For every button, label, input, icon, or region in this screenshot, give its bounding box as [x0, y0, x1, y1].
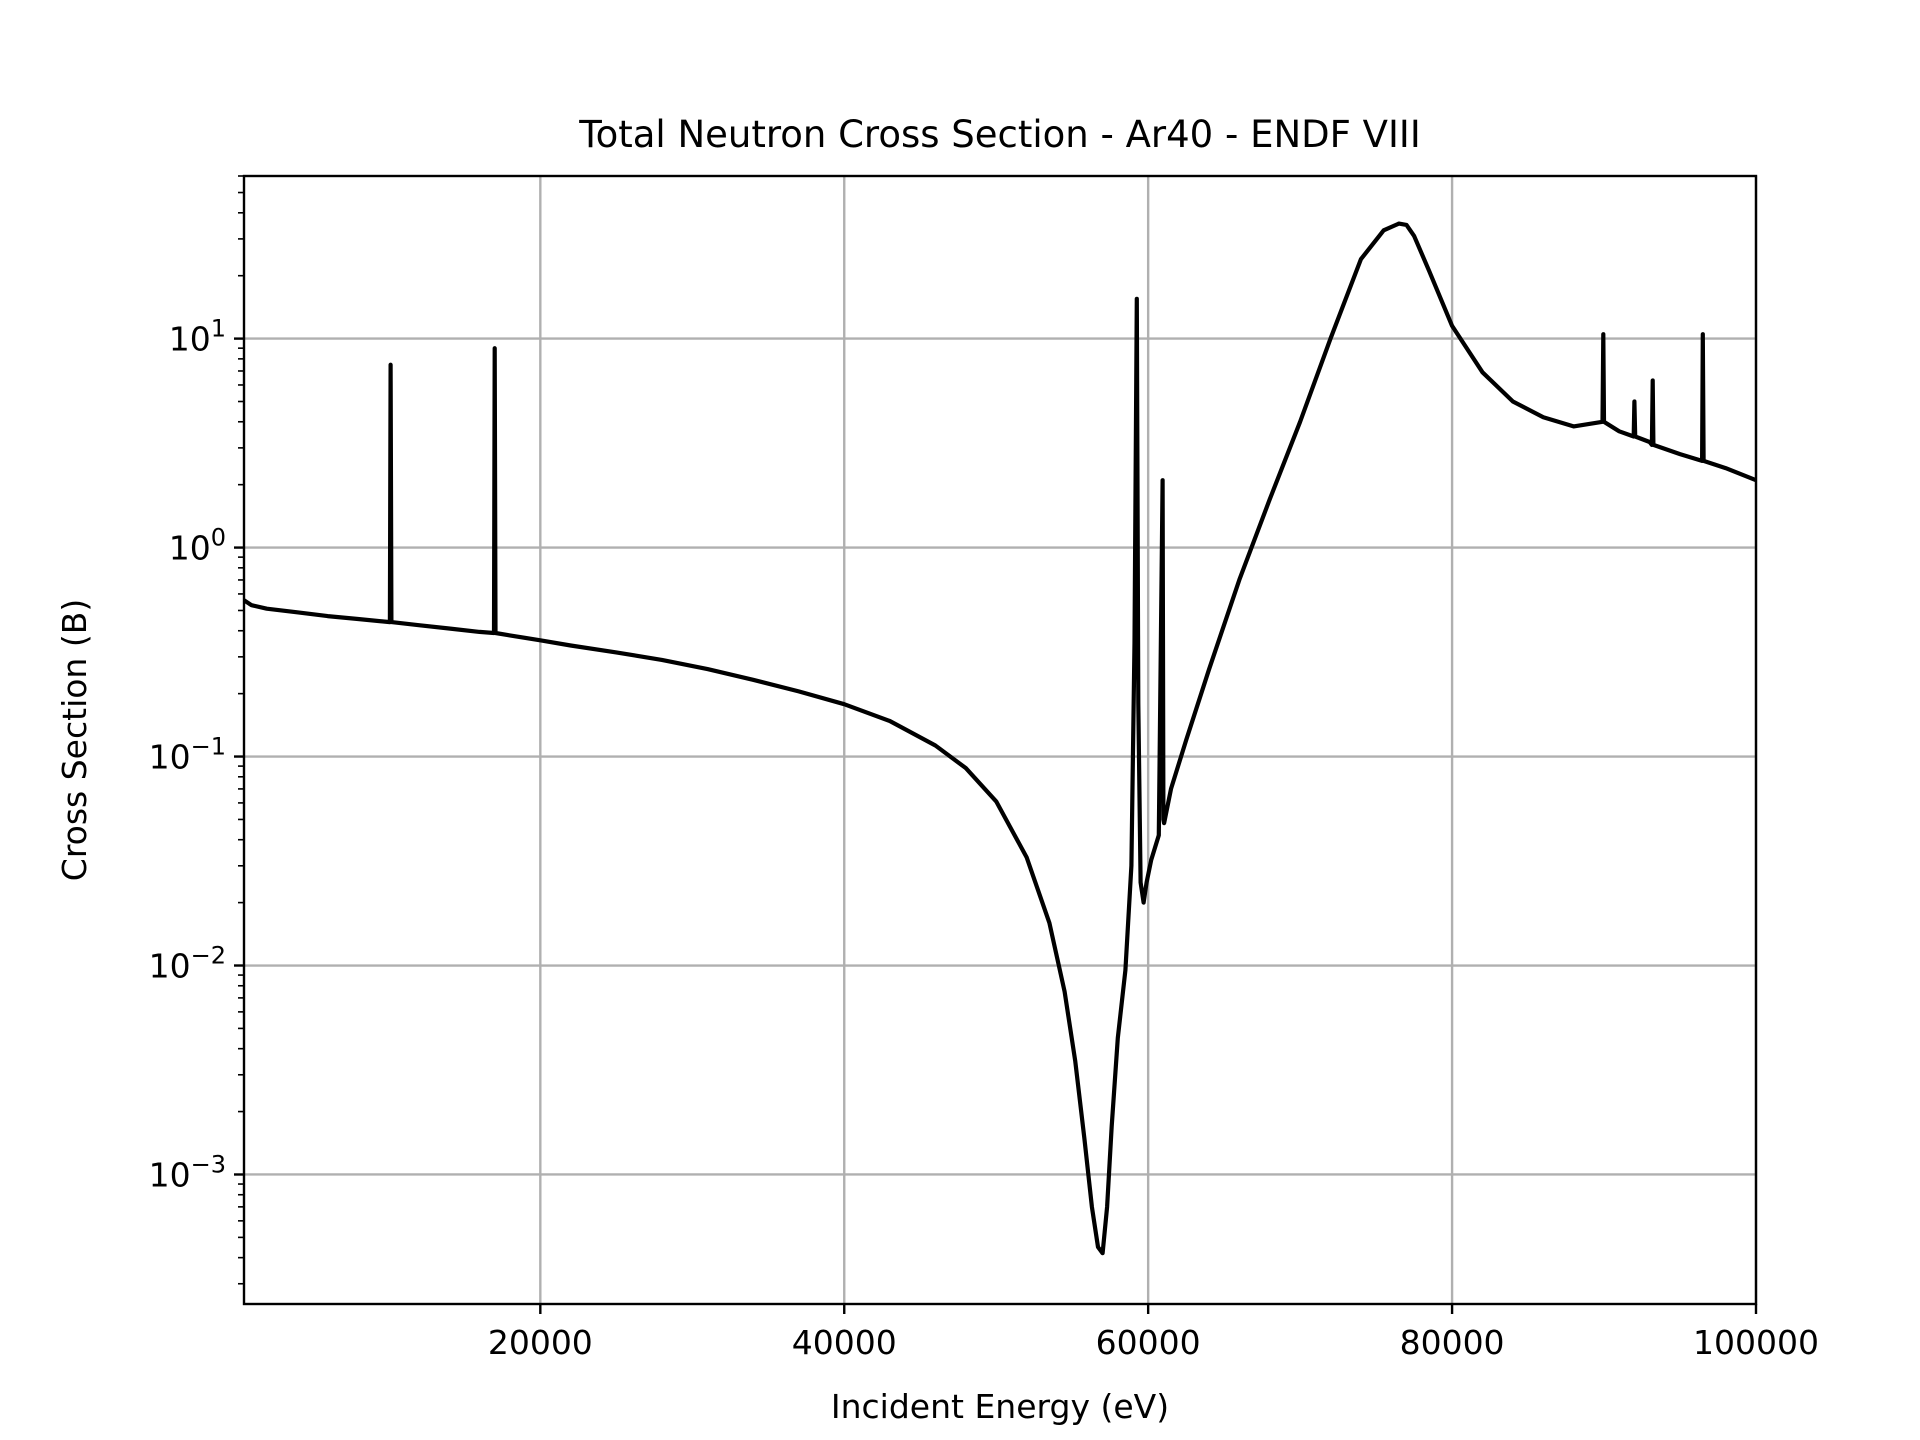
y-tick-label: 101 — [169, 315, 226, 359]
x-tick-label: 20000 — [488, 1323, 593, 1362]
plot-frame — [242, 174, 1758, 1306]
chart-title: Total Neutron Cross Section - Ar40 - END… — [578, 113, 1420, 156]
x-tick-label: 100000 — [1693, 1323, 1819, 1362]
y-axis-label: Cross Section (B) — [55, 599, 94, 881]
y-tick-label: 10−2 — [149, 942, 226, 986]
x-tick-label: 40000 — [792, 1323, 897, 1362]
y-tick-label: 10−3 — [149, 1150, 226, 1194]
y-tick-label: 100 — [169, 524, 226, 568]
cross-section-line — [242, 221, 1757, 1256]
grid-lines — [244, 176, 1758, 1304]
y-tick-label: 10−1 — [149, 733, 226, 777]
x-axis-label: Incident Energy (eV) — [831, 1387, 1169, 1426]
x-tick-label: 60000 — [1096, 1323, 1201, 1362]
axis-ticks — [234, 175, 1758, 1314]
plot-area — [242, 221, 1757, 1256]
tick-labels: 20000 40000 60000 80000 100000 10−3 10−2 10−1 10… — [149, 315, 1819, 1362]
x-tick-label: 80000 — [1400, 1323, 1505, 1362]
